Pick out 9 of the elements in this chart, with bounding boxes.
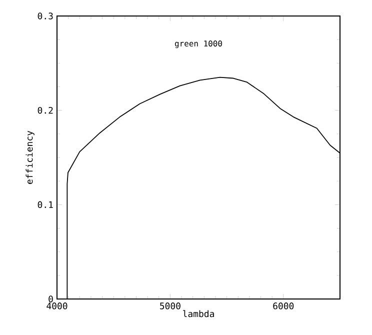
y-tick-label: 0.2 bbox=[38, 106, 53, 114]
y-tick-label: 0.3 bbox=[38, 12, 53, 20]
x-tick-label: 6000 bbox=[273, 302, 294, 310]
x-axis-title: lambda bbox=[183, 310, 214, 318]
x-tick-label: 5000 bbox=[160, 302, 180, 310]
y-tick-label: 0.1 bbox=[38, 201, 53, 208]
x-tick-label: 4000 bbox=[46, 302, 68, 310]
y-tick-label: 0 bbox=[48, 296, 53, 302]
y-axis-title: efficiency bbox=[26, 130, 34, 184]
